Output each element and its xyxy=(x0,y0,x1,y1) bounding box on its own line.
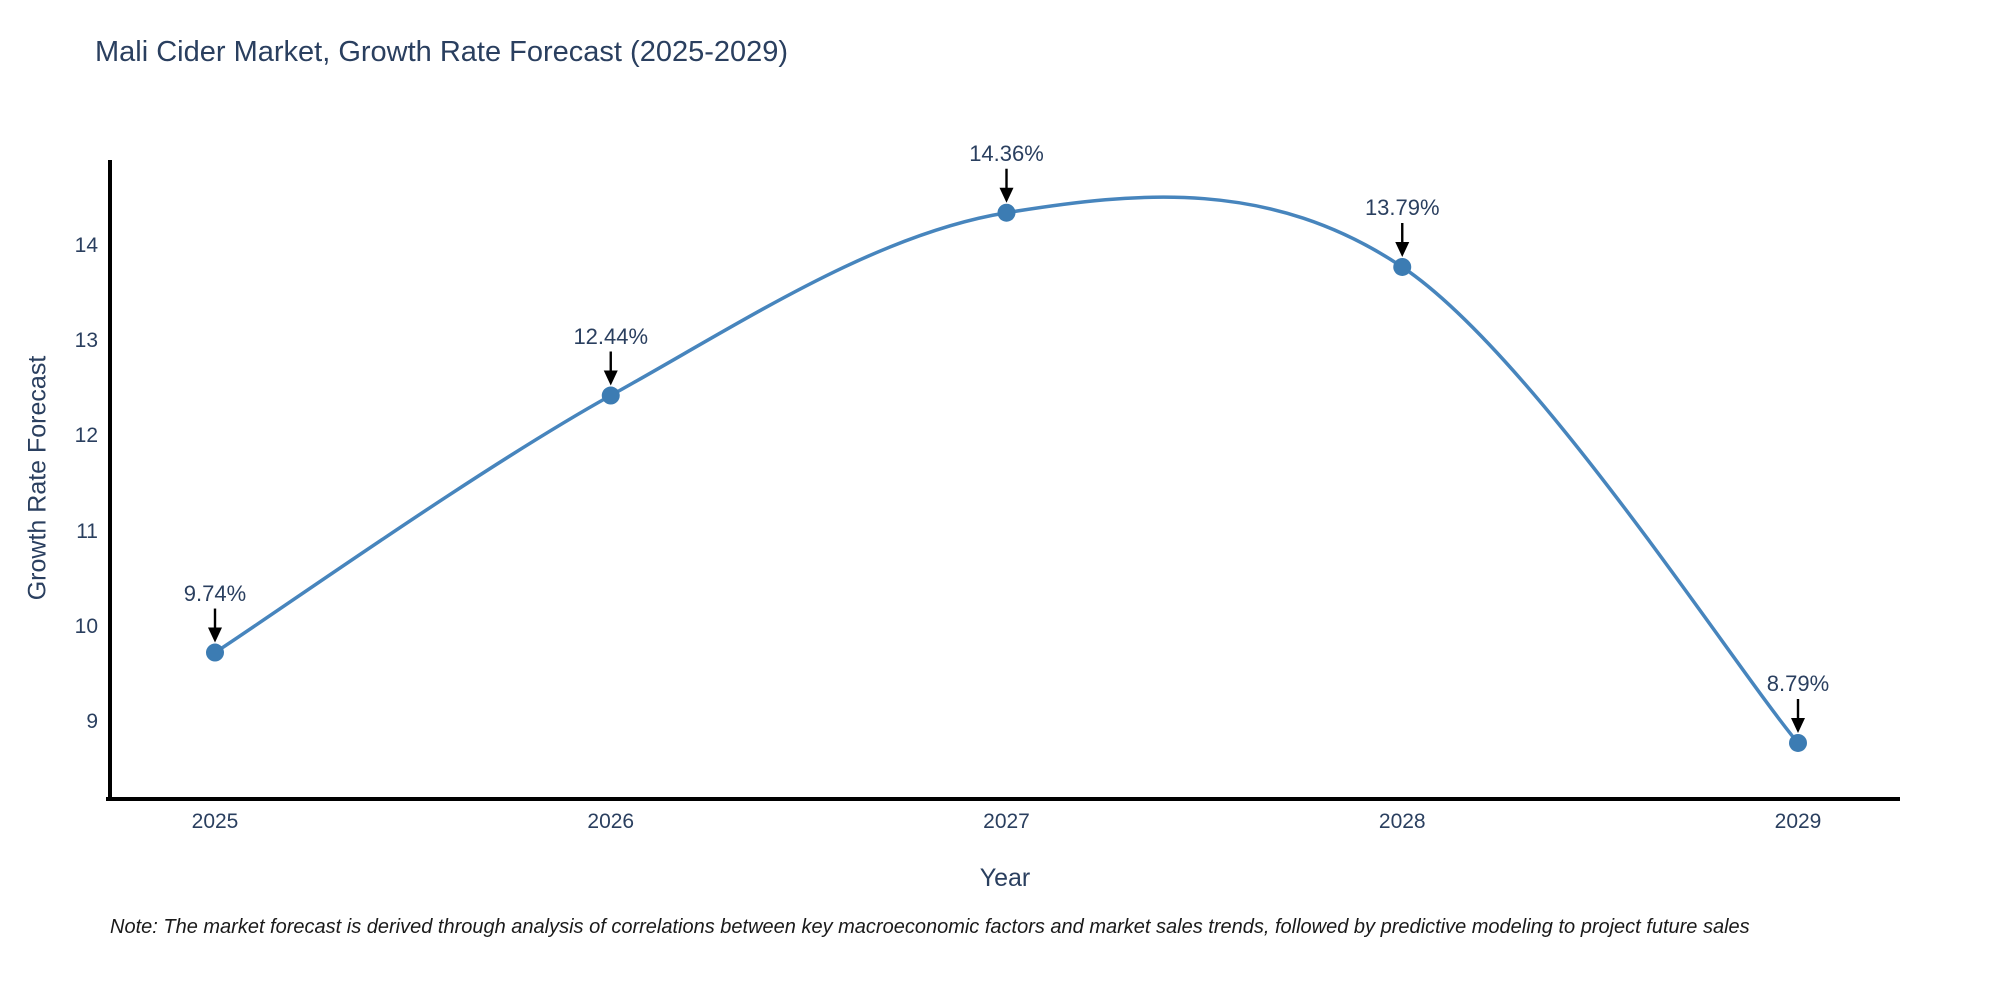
annotation-arrowhead-icon xyxy=(1791,717,1805,733)
annotation-arrowhead-icon xyxy=(208,627,222,643)
y-tick-label: 12 xyxy=(74,424,98,448)
annotation-arrowhead-icon xyxy=(603,370,618,386)
data-point-marker xyxy=(1789,733,1807,752)
x-tick-label: 2026 xyxy=(587,810,635,833)
data-point-marker xyxy=(601,386,620,405)
point-value-label: 12.44% xyxy=(573,323,649,349)
x-tick-label: 2028 xyxy=(1378,810,1426,833)
x-axis-title: Year xyxy=(979,864,1031,892)
point-value-label: 13.79% xyxy=(1364,194,1440,220)
y-tick-label: 9 xyxy=(86,710,98,733)
footnote: Note: The market forecast is derived thr… xyxy=(110,916,1750,938)
x-tick-label: 2029 xyxy=(1774,810,1822,833)
point-value-label: 14.36% xyxy=(969,140,1044,166)
annotation-arrowhead-icon xyxy=(1395,241,1410,257)
data-point-marker xyxy=(997,203,1016,222)
y-tick-label: 11 xyxy=(76,519,98,543)
forecast-spline xyxy=(214,195,1800,745)
x-tick-label: 2025 xyxy=(191,810,239,833)
data-point-marker xyxy=(206,643,224,662)
point-value-label: 9.74% xyxy=(183,580,247,606)
point-value-label: 8.79% xyxy=(1766,670,1830,696)
y-tick-label: 10 xyxy=(74,614,98,638)
y-tick-label: 14 xyxy=(74,234,98,257)
chart-title: Mali Cider Market, Growth Rate Forecast … xyxy=(95,36,789,68)
data-point-marker xyxy=(1393,257,1412,276)
x-tick-label: 2027 xyxy=(983,810,1030,833)
annotation-arrowhead-icon xyxy=(999,187,1014,203)
y-tick-label: 13 xyxy=(74,329,98,353)
